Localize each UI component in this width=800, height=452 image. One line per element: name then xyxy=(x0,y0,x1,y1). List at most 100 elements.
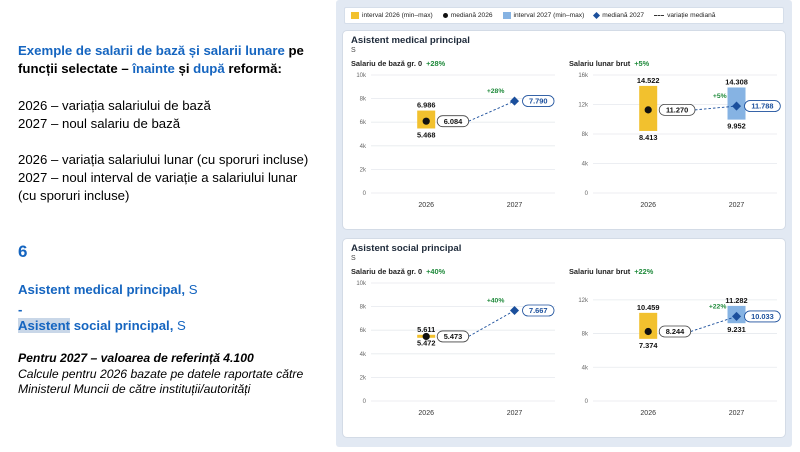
median-2027-pill xyxy=(744,310,781,323)
legend-diamond-icon xyxy=(593,11,601,20)
panel-growth: +5% xyxy=(634,59,650,68)
panel-growth: +28% xyxy=(426,59,446,68)
legend-range-2027: interval 2027 (min–max) xyxy=(502,12,585,19)
median-2026-dot xyxy=(422,117,430,125)
range-min-2026-label: 7.374 xyxy=(639,341,658,350)
intro-black-2: și xyxy=(174,61,194,76)
chart-medical-base: 0 2k 4k 6k 8k 10k 2026 2027 6.986 5.468 +28% 6.084 7… xyxy=(356,73,555,209)
median-2027-pill xyxy=(744,100,781,112)
card-title: Asistent medical principal xyxy=(351,35,470,46)
panel-title-gross: Salariu lunar brut +22% xyxy=(569,267,653,276)
y-tick-label: 4k xyxy=(360,352,367,358)
job-title-1: Asistent medical principal, S xyxy=(18,282,198,297)
median-2026-label: 11.270 xyxy=(666,105,688,114)
range-max-2026-label: 5.611 xyxy=(417,325,435,334)
panel-title-base: Salariu de bază gr. 0 +28% xyxy=(351,59,445,68)
median-2026-label: 8.244 xyxy=(666,327,685,336)
job-separator: - xyxy=(18,302,23,317)
intro-black-3: reformă: xyxy=(224,61,282,76)
median-2027-diamond xyxy=(509,96,520,106)
legend-range-2026: interval 2026 (min–max) xyxy=(351,12,433,19)
chart-legend: interval 2026 (min–max) mediană 2026 int… xyxy=(344,7,784,24)
median-2027-diamond xyxy=(509,306,520,316)
median-variation-line xyxy=(468,310,515,337)
intro-heading: Exemple de salarii de bază și salarii lu… xyxy=(18,42,328,78)
line-2027-monthly-cont: (cu sporuri incluse) xyxy=(18,188,130,203)
x-tick-label: 2026 xyxy=(418,202,434,209)
y-tick-label: 12k xyxy=(578,103,589,109)
y-tick-label: 0 xyxy=(585,399,589,405)
median-2026-label: 6.084 xyxy=(444,117,463,126)
legend-range-2027-label: interval 2027 (min–max) xyxy=(513,12,585,19)
legend-dashed-line-icon xyxy=(654,15,665,16)
median-2026-dot xyxy=(644,106,652,114)
y-tick-label: 4k xyxy=(360,144,367,150)
y-tick-label: 2k xyxy=(360,375,367,381)
job-title-1-level: S xyxy=(185,282,198,297)
range-max-2026-label: 10.459 xyxy=(637,303,660,312)
range-max-2026-label: 6.986 xyxy=(417,101,436,110)
panel-label: Salariu de bază gr. 0 xyxy=(351,59,423,68)
median-2026-pill xyxy=(436,330,470,343)
job-title-2-highlight: Asistent xyxy=(18,318,71,333)
y-tick-label: 8k xyxy=(360,97,367,103)
legend-swatch-blue xyxy=(502,12,511,19)
intro-blue-3: după xyxy=(193,61,225,76)
legend-swatch-yellow xyxy=(351,12,359,19)
section-number: 6 xyxy=(18,242,28,261)
x-tick-label: 2027 xyxy=(507,410,523,417)
chart-social-gross: 0 4k 8k 12k 2026 2027 10.459 7.374 11.282 9.231 +2… xyxy=(578,296,781,417)
x-tick-label: 2027 xyxy=(729,410,745,417)
job-title-2-level: S xyxy=(173,318,186,333)
median-2026-pill xyxy=(658,325,692,338)
card-social-assistant: Asistent social principal S Salariu de b… xyxy=(342,238,786,438)
panel-label: Salariu lunar brut xyxy=(569,59,631,68)
slide-text-panel: Exemple de salarii de bază și salarii lu… xyxy=(18,0,328,452)
intro-black-1: pe funcții selectate – xyxy=(18,43,304,76)
median-2026-dot xyxy=(644,327,652,336)
y-tick-label: 10k xyxy=(356,73,367,79)
range-min-2026-label: 5.472 xyxy=(417,338,436,347)
range-min-2026-label: 8.413 xyxy=(639,133,658,142)
x-tick-label: 2027 xyxy=(507,202,523,209)
median-2026-label: 5.473 xyxy=(444,332,463,341)
median-variation-line xyxy=(690,316,737,332)
x-tick-label: 2026 xyxy=(640,410,656,417)
median-2026-dot xyxy=(422,332,430,341)
legend-median-var: variație mediană xyxy=(654,12,715,19)
median-2027-label: 10.033 xyxy=(751,312,774,321)
chart-medical-gross: 0 4k 8k 12k 16k 2026 2027 14.522 8.413 14.308 9.95… xyxy=(578,73,781,209)
line-2027-monthly: 2027 – noul interval de variație a salar… xyxy=(18,170,298,185)
y-tick-label: 0 xyxy=(363,399,367,405)
y-tick-label: 8k xyxy=(582,332,589,338)
median-variation-line xyxy=(468,100,515,122)
x-tick-label: 2027 xyxy=(729,202,745,209)
y-tick-label: 12k xyxy=(578,298,589,304)
line-2026-base: 2026 – variația salariului de bază xyxy=(18,98,211,113)
y-tick-label: 4k xyxy=(582,365,589,371)
legend-range-2026-label: interval 2026 (min–max) xyxy=(362,12,433,19)
panel-growth: +40% xyxy=(426,267,446,276)
intro-blue-1: Exemple de salarii de bază și salarii lu… xyxy=(18,43,285,58)
x-tick-label: 2026 xyxy=(418,410,434,417)
intro-blue-2: înainte xyxy=(132,61,175,76)
dashboard-panel: interval 2026 (min–max) mediană 2026 int… xyxy=(336,0,792,447)
line-2027-base: 2027 – noul salariu de bază xyxy=(18,116,181,131)
legend-median-2026: mediană 2026 xyxy=(442,12,493,19)
panel-label: Salariu lunar brut xyxy=(569,267,631,276)
legend-median-2027: mediană 2027 xyxy=(593,11,644,20)
legend-dot-icon xyxy=(442,13,448,18)
median-2027-label: 7.790 xyxy=(529,97,548,106)
legend-median-var-label: variație mediană xyxy=(667,12,716,19)
y-tick-label: 8k xyxy=(582,132,589,138)
growth-label: +28% xyxy=(487,88,505,95)
range-max-2027-label: 11.282 xyxy=(725,296,747,305)
range-max-2027-label: 14.308 xyxy=(725,77,748,86)
median-2027-pill xyxy=(522,304,555,317)
y-tick-label: 8k xyxy=(360,305,367,311)
panel-title-gross: Salariu lunar brut +5% xyxy=(569,59,649,68)
growth-label: +40% xyxy=(487,298,505,305)
y-tick-label: 6k xyxy=(360,328,367,334)
y-tick-label: 4k xyxy=(582,162,589,168)
growth-label: +5% xyxy=(713,93,727,100)
